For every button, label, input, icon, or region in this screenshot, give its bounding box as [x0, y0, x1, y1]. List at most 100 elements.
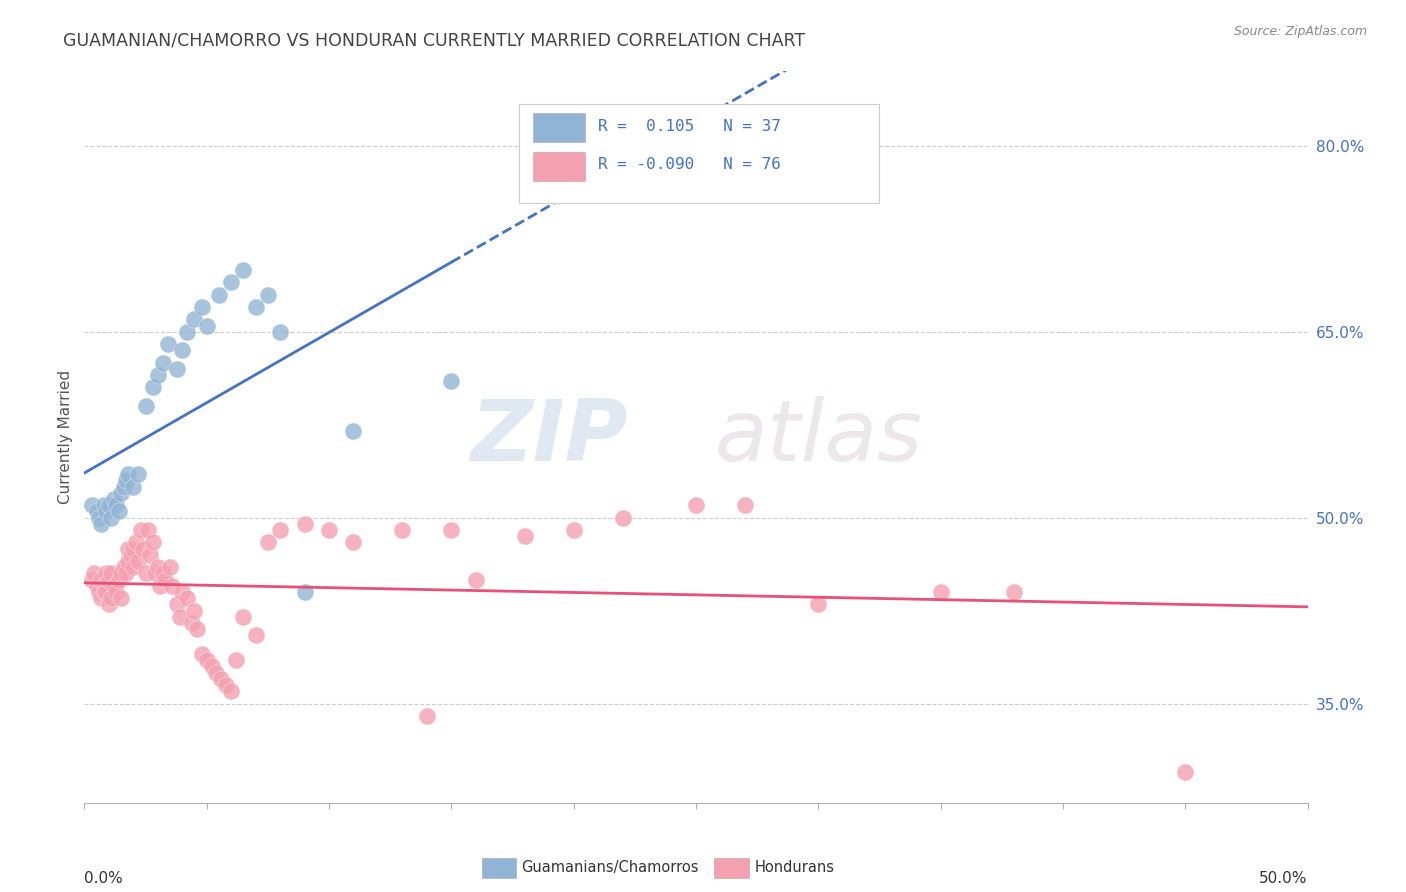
Point — [219, 275, 242, 289]
Text: Hondurans: Hondurans — [755, 861, 835, 875]
Point — [391, 523, 413, 537]
Point — [685, 498, 707, 512]
Point — [132, 541, 155, 556]
Point — [294, 585, 316, 599]
Point — [110, 566, 132, 581]
Text: R =  0.105   N = 37: R = 0.105 N = 37 — [598, 119, 780, 134]
Point — [257, 287, 280, 301]
Point — [464, 573, 486, 587]
Point — [103, 579, 125, 593]
Point — [115, 566, 138, 581]
Point — [195, 318, 218, 333]
Point — [100, 591, 122, 606]
Point — [135, 399, 157, 413]
Text: Guamanians/Chamorros: Guamanians/Chamorros — [522, 861, 699, 875]
Point — [191, 300, 214, 314]
Point — [117, 467, 139, 482]
Point — [318, 523, 340, 537]
Point — [181, 615, 204, 630]
Point — [86, 504, 108, 518]
Point — [120, 548, 142, 562]
Point — [90, 516, 112, 531]
Point — [125, 535, 148, 549]
Point — [105, 498, 128, 512]
Point — [122, 541, 145, 556]
Point — [90, 591, 112, 606]
Point — [205, 665, 228, 680]
Point — [117, 554, 139, 568]
Point — [90, 573, 112, 587]
Point — [1174, 764, 1197, 779]
Point — [112, 560, 135, 574]
Point — [342, 424, 364, 438]
Point — [100, 510, 122, 524]
Point — [87, 585, 110, 599]
Point — [97, 498, 120, 512]
Point — [135, 566, 157, 581]
Text: 50.0%: 50.0% — [1260, 871, 1308, 886]
Point — [156, 337, 179, 351]
Bar — [714, 858, 748, 878]
Point — [172, 585, 194, 599]
Point — [127, 554, 149, 568]
Bar — [533, 152, 585, 181]
Point — [129, 523, 152, 537]
Point — [169, 610, 191, 624]
Point — [416, 709, 439, 723]
Point — [96, 585, 118, 599]
Point — [612, 510, 634, 524]
Point — [1002, 585, 1025, 599]
Point — [153, 573, 176, 587]
Text: atlas: atlas — [714, 395, 922, 479]
Point — [215, 678, 238, 692]
Point — [122, 560, 145, 574]
Point — [513, 529, 536, 543]
Point — [183, 604, 205, 618]
Point — [112, 480, 135, 494]
Point — [86, 579, 108, 593]
Point — [807, 598, 830, 612]
Point — [93, 498, 115, 512]
Point — [142, 380, 165, 394]
Point — [225, 653, 247, 667]
Point — [245, 628, 267, 642]
Point — [191, 647, 214, 661]
Text: GUAMANIAN/CHAMORRO VS HONDURAN CURRENTLY MARRIED CORRELATION CHART: GUAMANIAN/CHAMORRO VS HONDURAN CURRENTLY… — [63, 31, 806, 49]
Point — [97, 598, 120, 612]
Point — [440, 374, 463, 388]
Text: ZIP: ZIP — [471, 395, 628, 479]
Point — [115, 474, 138, 488]
Point — [107, 573, 129, 587]
Point — [562, 523, 585, 537]
Point — [100, 566, 122, 581]
Point — [162, 579, 184, 593]
Point — [107, 504, 129, 518]
Point — [93, 579, 115, 593]
Point — [183, 312, 205, 326]
Point — [96, 504, 118, 518]
Point — [149, 579, 172, 593]
Point — [176, 591, 198, 606]
Point — [80, 573, 103, 587]
Point — [93, 585, 115, 599]
Point — [127, 467, 149, 482]
Point — [139, 548, 162, 562]
Point — [87, 510, 110, 524]
Point — [142, 535, 165, 549]
Point — [195, 653, 218, 667]
Point — [245, 300, 267, 314]
Point — [440, 523, 463, 537]
Point — [152, 356, 174, 370]
Text: Source: ZipAtlas.com: Source: ZipAtlas.com — [1233, 25, 1367, 38]
Bar — [533, 113, 585, 143]
Point — [166, 598, 188, 612]
Point — [294, 516, 316, 531]
Point — [159, 560, 181, 574]
Point — [143, 566, 166, 581]
Point — [200, 659, 222, 673]
Point — [152, 566, 174, 581]
Point — [219, 684, 242, 698]
Text: 0.0%: 0.0% — [84, 871, 124, 886]
Y-axis label: Currently Married: Currently Married — [58, 370, 73, 504]
Point — [136, 523, 159, 537]
